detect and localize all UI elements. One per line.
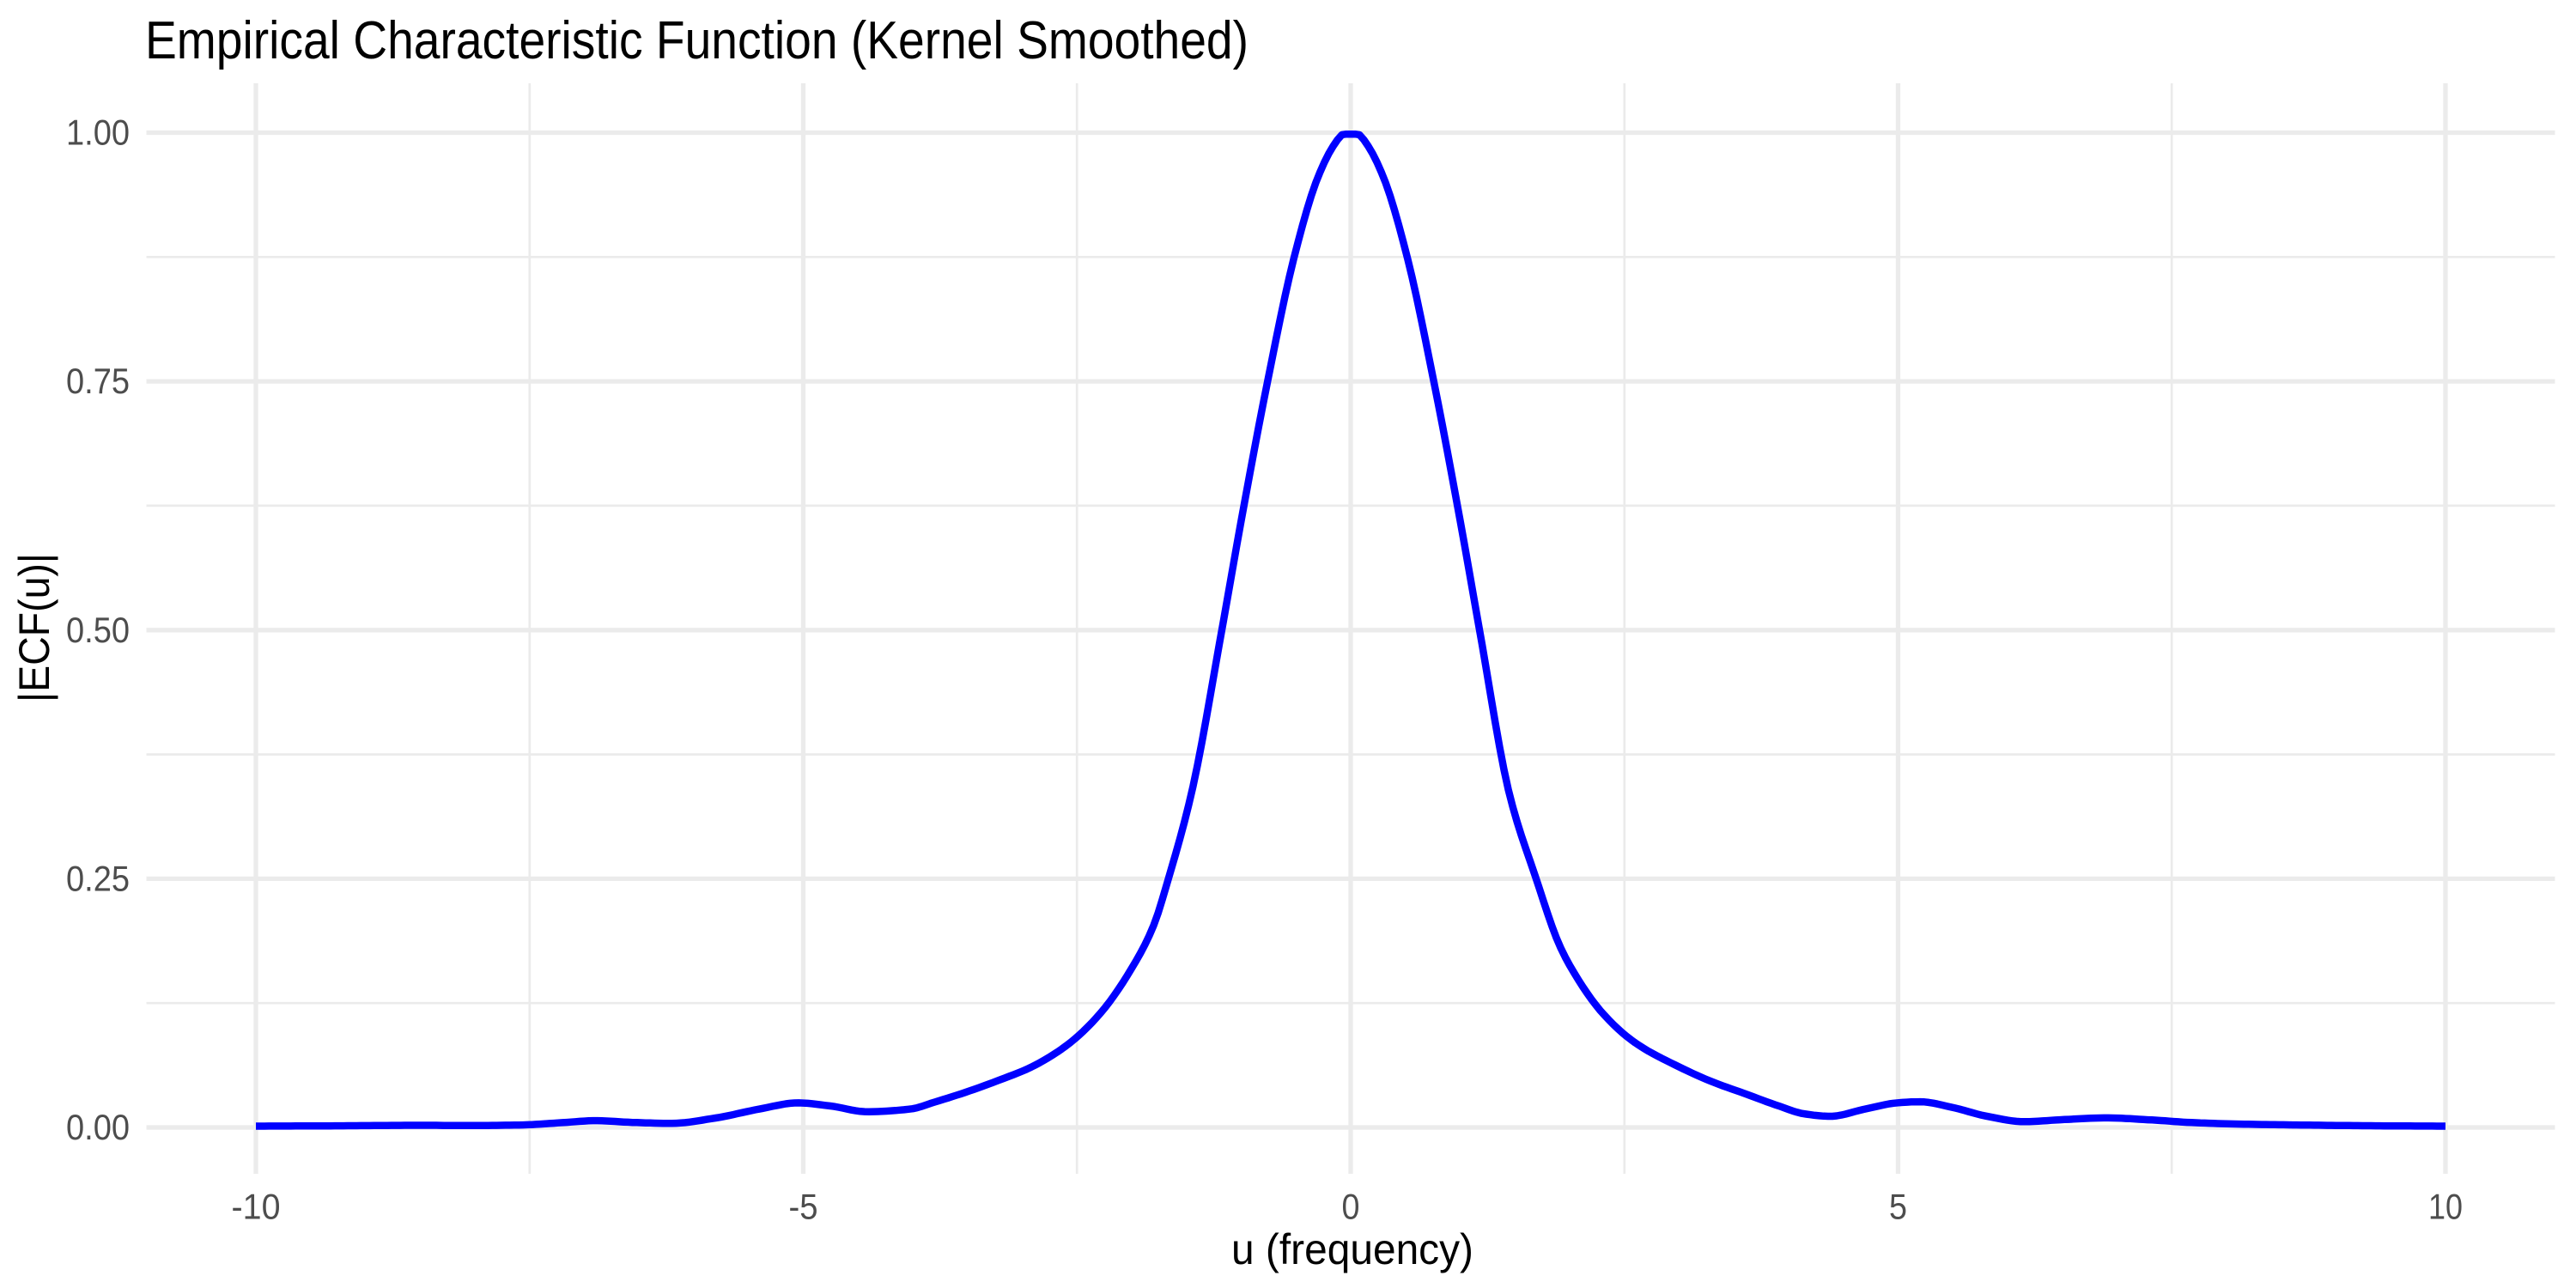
svg-text:0.00: 0.00 [66,1107,130,1147]
svg-text:0: 0 [1342,1187,1360,1227]
svg-text:-10: -10 [232,1187,281,1227]
svg-text:0.25: 0.25 [66,858,130,898]
svg-text:5: 5 [1889,1187,1907,1227]
svg-text:0.50: 0.50 [66,610,130,650]
svg-text:Empirical Characteristic Funct: Empirical Characteristic Function (Kerne… [145,11,1249,70]
svg-text:10: 10 [2428,1187,2463,1227]
svg-text:|ECF(u)|: |ECF(u)| [10,553,58,702]
svg-text:u (frequency): u (frequency) [1231,1225,1473,1273]
svg-text:0.75: 0.75 [66,361,130,401]
svg-text:-5: -5 [789,1187,818,1227]
svg-text:1.00: 1.00 [66,112,130,153]
